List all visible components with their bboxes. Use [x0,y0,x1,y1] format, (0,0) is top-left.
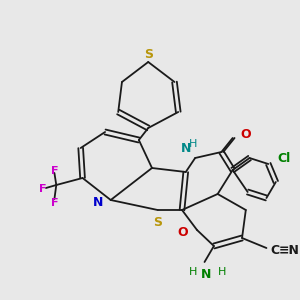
Text: O: O [177,226,188,238]
Text: F: F [39,184,47,194]
Text: N: N [201,268,212,281]
Text: H: H [218,267,226,277]
Text: S: S [144,47,153,61]
Text: C: C [270,244,279,256]
Text: S: S [153,215,162,229]
Text: Cl: Cl [278,152,291,164]
Text: H: H [189,267,197,277]
Text: F: F [51,166,58,176]
Text: N: N [181,142,191,154]
Text: H: H [189,139,197,149]
Text: F: F [51,198,58,208]
Text: O: O [240,128,251,140]
Text: N: N [93,196,103,208]
Text: ≡N: ≡N [279,244,299,256]
